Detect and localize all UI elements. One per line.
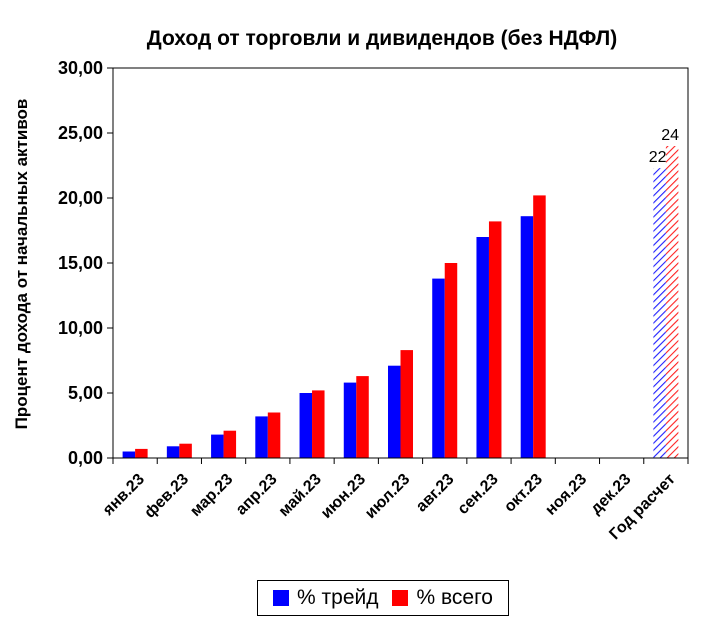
bar-trade <box>211 434 224 458</box>
bar-total <box>135 448 148 458</box>
data-label: 22 <box>649 149 667 166</box>
y-tick-label: 0,00 <box>68 448 103 468</box>
chart-title: Доход от торговли и дивидендов (без НДФЛ… <box>147 27 618 50</box>
bar-trade <box>343 382 357 458</box>
bars <box>122 146 679 458</box>
y-axis-ticks: 0,00 5,00 10,00 15,00 20,00 25,00 30,00 <box>58 58 113 468</box>
legend-label-total: % всего <box>416 586 493 609</box>
bar-trade <box>255 416 268 458</box>
bar-total <box>223 430 237 458</box>
bar-trade <box>166 446 180 458</box>
x-tick-label: май.23 <box>276 471 325 520</box>
bar-trade <box>299 393 313 458</box>
x-tick-label: фев.23 <box>141 471 192 522</box>
x-tick-label: ноя.23 <box>542 471 590 519</box>
plot-frame <box>112 67 689 459</box>
x-tick-label: июл.23 <box>362 471 413 522</box>
x-tick-label: сен.23 <box>455 471 502 518</box>
legend-swatch-total <box>392 590 409 606</box>
x-tick-label: июн.23 <box>318 471 369 522</box>
legend-label-trade: % трейд <box>297 586 379 609</box>
bar-total <box>400 350 413 458</box>
bar-total <box>533 195 546 458</box>
x-tick-label: мар.23 <box>187 471 236 520</box>
bar-total <box>179 443 192 458</box>
x-tick-label: авг.23 <box>413 471 458 516</box>
y-tick-label: 25,00 <box>58 123 103 143</box>
x-tick-label: янв.23 <box>99 471 148 520</box>
legend-item-trade: % трейд <box>273 586 378 610</box>
legend: % трейд % всего <box>257 580 509 616</box>
legend-item-total: % всего <box>392 586 493 610</box>
y-tick-label: 10,00 <box>58 318 103 338</box>
y-tick-label: 15,00 <box>58 253 103 273</box>
x-tick-label: апр.23 <box>233 471 281 519</box>
bar-trade <box>653 168 666 458</box>
data-label: 24 <box>661 127 679 144</box>
bar-total <box>488 221 502 458</box>
x-tick-label: окт.23 <box>501 471 546 516</box>
y-tick-label: 5,00 <box>68 383 103 403</box>
bar-total <box>312 390 325 458</box>
bar-trade <box>476 237 489 458</box>
bar-total <box>267 412 281 458</box>
bar-trade <box>388 365 401 458</box>
bar-trade <box>122 451 136 458</box>
bar-total <box>444 263 458 458</box>
axes <box>112 67 689 464</box>
x-axis-ticks: янв.23фев.23мар.23апр.23май.23июн.23июл.… <box>99 471 679 544</box>
bar-total <box>665 146 679 458</box>
legend-swatch-trade <box>273 590 290 606</box>
bar-trade <box>520 216 534 458</box>
y-tick-label: 20,00 <box>58 188 103 208</box>
bar-total <box>356 376 369 458</box>
y-tick-label: 30,00 <box>58 58 103 78</box>
bar-trade <box>432 278 445 458</box>
y-axis-label: Процент дохода от начальных активов <box>12 99 31 430</box>
